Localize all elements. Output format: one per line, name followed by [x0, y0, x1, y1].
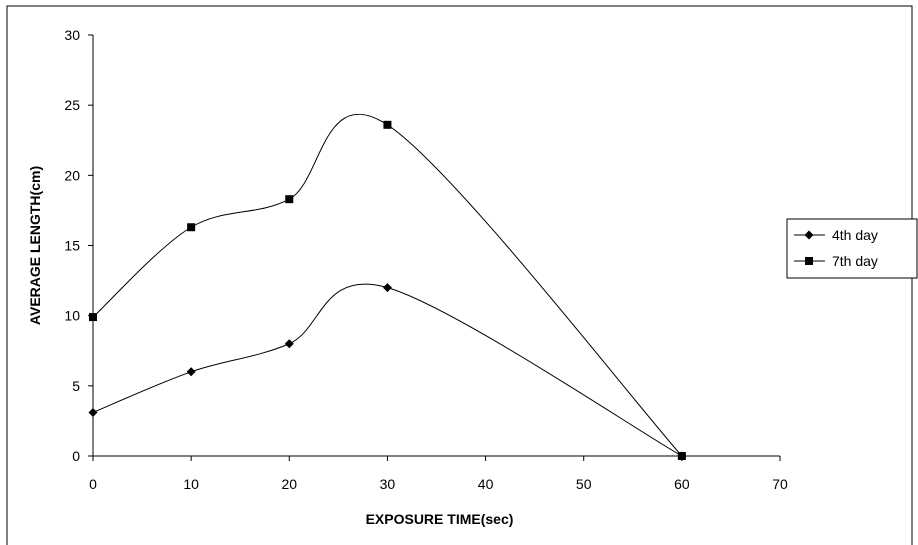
series-layer	[88, 113, 687, 461]
x-tick-label: 0	[89, 476, 97, 492]
series-line	[92, 283, 683, 457]
y-tick-label: 15	[64, 238, 80, 254]
y-tick-label: 20	[64, 167, 80, 183]
legend-marker	[804, 230, 814, 240]
data-point	[677, 452, 686, 460]
x-tick-label: 50	[576, 476, 592, 492]
series-1	[88, 283, 687, 461]
legend-box	[786, 218, 918, 279]
series-2	[89, 113, 686, 460]
data-point	[382, 283, 392, 293]
legend-marker	[805, 257, 813, 265]
x-tick-label: 60	[674, 476, 690, 492]
y-tick-label: 5	[72, 378, 80, 394]
series-line	[92, 113, 683, 457]
tick-labels: 0 5 10 15 20 25 30 0 10 20 30 40 50 60 70	[64, 27, 788, 492]
data-point	[89, 313, 97, 322]
x-tick-label: 70	[772, 476, 788, 492]
data-point	[186, 367, 196, 377]
legend-label: 4th day	[832, 227, 878, 243]
y-tick-label: 30	[64, 27, 80, 43]
data-point	[285, 195, 294, 204]
x-tick-label: 10	[183, 476, 199, 492]
data-point	[284, 339, 294, 349]
x-axis-title: EXPOSURE TIME(sec)	[366, 511, 514, 527]
y-tick-label: 25	[64, 97, 80, 113]
y-tick-label: 10	[64, 308, 80, 324]
legend-label: 7th day	[832, 253, 878, 269]
y-axis-title: AVERAGE LENGTH(cm)	[27, 166, 43, 325]
data-point	[187, 223, 196, 232]
x-tick-label: 30	[380, 476, 396, 492]
x-tick-label: 40	[478, 476, 494, 492]
data-point	[88, 407, 98, 417]
data-point	[383, 120, 392, 129]
y-tick-label: 0	[72, 448, 80, 464]
legend: 4th day 7th day	[786, 218, 918, 279]
x-tick-label: 20	[281, 476, 297, 492]
chart-border	[6, 5, 913, 545]
axes	[88, 34, 781, 461]
